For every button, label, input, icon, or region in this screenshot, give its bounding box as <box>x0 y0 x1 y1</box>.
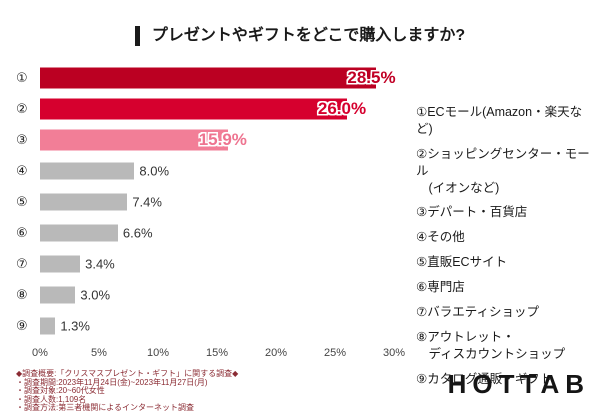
category-label: ⑨ <box>16 317 28 333</box>
value-label: 26.0% <box>317 98 367 118</box>
bar <box>40 286 76 303</box>
plot-area: 15.9% <box>40 124 394 155</box>
legend-item: ①ECモール(Amazon・楽天など) <box>416 105 583 136</box>
plot-area: 3.4% <box>40 248 394 279</box>
plot-area: 1.3% <box>40 310 394 341</box>
legend-item: ⑧アウトレット・ ディスカウントショップ <box>416 329 566 361</box>
category-label: ④ <box>16 162 28 178</box>
value-label: 28.5% <box>347 67 396 87</box>
plot-area: 28.5% <box>40 62 396 93</box>
bar <box>40 193 128 210</box>
bar <box>40 162 135 179</box>
legend-item: ⑨カタログ通販・ギフト <box>416 371 553 386</box>
chart-title-wrap: プレゼントやギフトをどこで購入しますか? <box>0 26 600 46</box>
footnote-line: ◆調査概要:「クリスマスプレゼント・ギフト」に関する調査◆ <box>16 369 239 378</box>
footnote-line: ・調査方法:第三者機関によるインターネット調査 <box>16 403 194 413</box>
category-label: ③ <box>16 131 28 147</box>
bar-row: ⑨ 1.3% <box>16 310 394 341</box>
plot-area: 8.0% <box>40 155 394 186</box>
value-label: 1.3% <box>60 318 90 333</box>
plot-area: 26.0% <box>40 93 394 124</box>
value-label: 3.4% <box>85 256 115 271</box>
category-label: ⑧ <box>16 286 28 302</box>
category-label: ⑥ <box>16 224 28 240</box>
value-label: 15.9% <box>198 129 247 149</box>
hottab-logo: HOTTAB <box>447 369 590 399</box>
category-label: ⑤ <box>16 193 28 209</box>
chart-title: プレゼントやギフトをどこで購入しますか? <box>134 26 465 46</box>
category-label: ① <box>16 69 28 85</box>
x-tick-label: 30% <box>382 347 406 359</box>
x-tick-label: 5% <box>91 347 107 359</box>
bar-row: ⑤ 7.4% <box>16 186 394 217</box>
bar-row: ③ 15.9% <box>16 124 394 155</box>
bar-row: ② 26.0% <box>16 93 394 124</box>
x-tick-label: 25% <box>323 347 347 359</box>
bar-rows: ① 28.5% ② 26.0% ③ 15.9% ④ 8.0% ⑤ 7.4% ⑥ 6.6% ⑦ 3.4% ⑧ 3… <box>16 62 396 341</box>
bar-row: ⑦ 3.4% <box>16 248 394 279</box>
value-label: 6.6% <box>122 225 153 240</box>
plot-area: 6.6% <box>40 217 394 248</box>
x-axis: 0% 5% 10% 15% 20% 25% 30% <box>32 345 405 361</box>
legend-item: ⑤直販ECサイト <box>416 255 508 270</box>
x-tick-label: 0% <box>32 347 48 359</box>
category-label: ② <box>16 100 28 116</box>
bar-row: ① 28.5% <box>16 62 396 93</box>
bar-row: ⑥ 6.6% <box>16 217 394 248</box>
bar <box>40 317 56 334</box>
bar <box>40 224 118 241</box>
value-label: 8.0% <box>139 163 170 178</box>
footnote-line: ・調査人数:1,109名 <box>16 394 87 404</box>
legend-item: ③デパート・百貨店 <box>416 205 528 220</box>
bar <box>40 255 81 272</box>
legend-item: ⑦バラエティショップ <box>416 304 539 319</box>
legend: ①ECモール(Amazon・楽天など) ②ショッピングセンター・モール (イオンな… <box>416 104 596 395</box>
legend-item: ②ショッピングセンター・モール (イオンなど) <box>416 146 590 195</box>
plot-area: 3.0% <box>40 279 394 310</box>
footnote-line: ・調査期間:2023年11月24日(金)~2023年11月27日(月) <box>16 377 208 387</box>
legend-item: ④その他 <box>416 230 465 245</box>
survey-footnote: ◆調査概要:「クリスマスプレゼント・ギフト」に関する調査◆ ・調査期間:2023年… <box>16 369 239 413</box>
value-label: 7.4% <box>132 194 162 209</box>
footnote-line: ・調査対象:20~60代女性 <box>16 386 105 396</box>
bar-row: ④ 8.0% <box>16 155 394 186</box>
x-tick-label: 20% <box>264 347 288 359</box>
value-label: 3.0% <box>80 287 111 302</box>
bar-chart: ① 28.5% ② 26.0% ③ 15.9% ④ 8.0% ⑤ 7.4% ⑥ 6.6% ⑦ 3.4% ⑧ 3… <box>16 62 405 361</box>
bar <box>40 67 377 88</box>
x-tick-label: 10% <box>146 347 170 359</box>
bar-row: ⑧ 3.0% <box>16 279 394 310</box>
x-tick-label: 15% <box>205 347 229 359</box>
legend-item: ⑥専門店 <box>416 280 465 294</box>
bar <box>40 129 228 150</box>
category-label: ⑦ <box>16 255 28 271</box>
bar <box>40 98 347 119</box>
plot-area: 7.4% <box>40 186 394 217</box>
